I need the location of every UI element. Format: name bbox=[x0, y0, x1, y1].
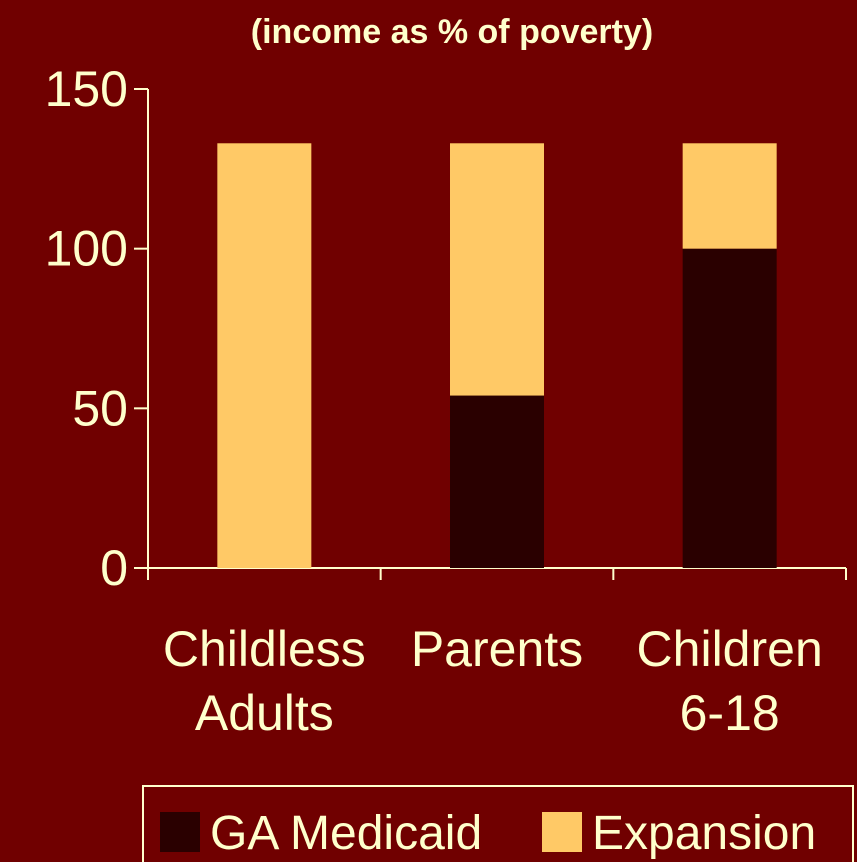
y-tick-label: 100 bbox=[45, 221, 128, 277]
legend-label: Expansion bbox=[592, 807, 816, 860]
category-label: 6-18 bbox=[680, 685, 780, 741]
category-label: Parents bbox=[411, 621, 583, 677]
bar-segment-expansion bbox=[217, 143, 312, 568]
bar-segment-ga-medicaid bbox=[450, 395, 544, 568]
bar-segment-expansion bbox=[450, 143, 544, 396]
legend-label: GA Medicaid bbox=[210, 807, 482, 860]
chart-title: (income as % of poverty) bbox=[251, 13, 653, 51]
legend-box bbox=[142, 785, 854, 862]
bar-segment-expansion bbox=[682, 143, 777, 249]
legend: GA Medicaid Expansion bbox=[142, 785, 854, 862]
y-tick-label: 150 bbox=[45, 61, 128, 117]
y-tick-label: 0 bbox=[100, 540, 128, 596]
category-labels: Childless Adults Parents Children 6-18 bbox=[163, 621, 823, 741]
bar-segment-ga-medicaid bbox=[682, 248, 777, 568]
legend-swatch bbox=[542, 812, 582, 852]
x-axis bbox=[147, 567, 847, 580]
legend-swatch bbox=[160, 812, 200, 852]
category-label: Childless bbox=[163, 621, 366, 677]
category-label: Adults bbox=[195, 685, 334, 741]
bars bbox=[217, 143, 777, 568]
y-axis: 0 50 100 150 bbox=[45, 61, 149, 596]
y-tick-label: 50 bbox=[72, 380, 128, 436]
category-label: Children bbox=[637, 621, 823, 677]
